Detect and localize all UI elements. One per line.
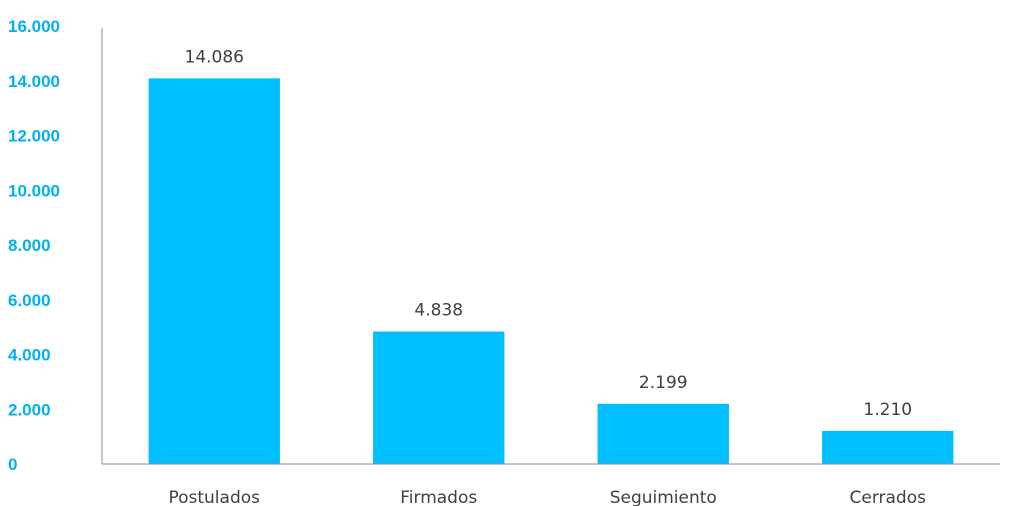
y-tick-label: 0 [8, 455, 17, 474]
x-tick-label-postulados: Postulados [168, 488, 260, 506]
y-tick-label: 4.000 [8, 346, 51, 365]
bar-cerrados [822, 430, 954, 464]
data-labels: 14.086 4.838 2.199 1.210 [185, 47, 913, 419]
data-label-postulados: 14.086 [185, 47, 244, 67]
y-tick-label: 16.000 [8, 17, 60, 36]
x-axis-ticks: Postulados Firmados Seguimiento Cerrados [168, 488, 926, 506]
bars [148, 78, 954, 464]
y-tick-label: 8.000 [8, 236, 51, 255]
y-axis-ticks: 0 2.000 4.000 6.000 8.000 10.000 12.000 14.000 1… [8, 17, 60, 474]
y-tick-label: 2.000 [8, 400, 51, 419]
bar-postulados [148, 78, 280, 464]
y-tick-label: 12.000 [8, 127, 60, 146]
y-tick-label: 10.000 [8, 181, 60, 200]
y-tick-label: 14.000 [8, 72, 60, 91]
x-tick-label-seguimiento: Seguimiento [610, 488, 717, 506]
x-tick-label-cerrados: Cerrados [850, 488, 927, 506]
y-tick-label: 6.000 [8, 291, 51, 310]
x-tick-label-firmados: Firmados [400, 488, 477, 506]
data-label-firmados: 4.838 [414, 301, 463, 321]
data-label-seguimiento: 2.199 [639, 373, 688, 393]
bar-seguimiento [597, 403, 729, 464]
bar-firmados [373, 331, 505, 464]
data-label-cerrados: 1.210 [863, 400, 912, 420]
